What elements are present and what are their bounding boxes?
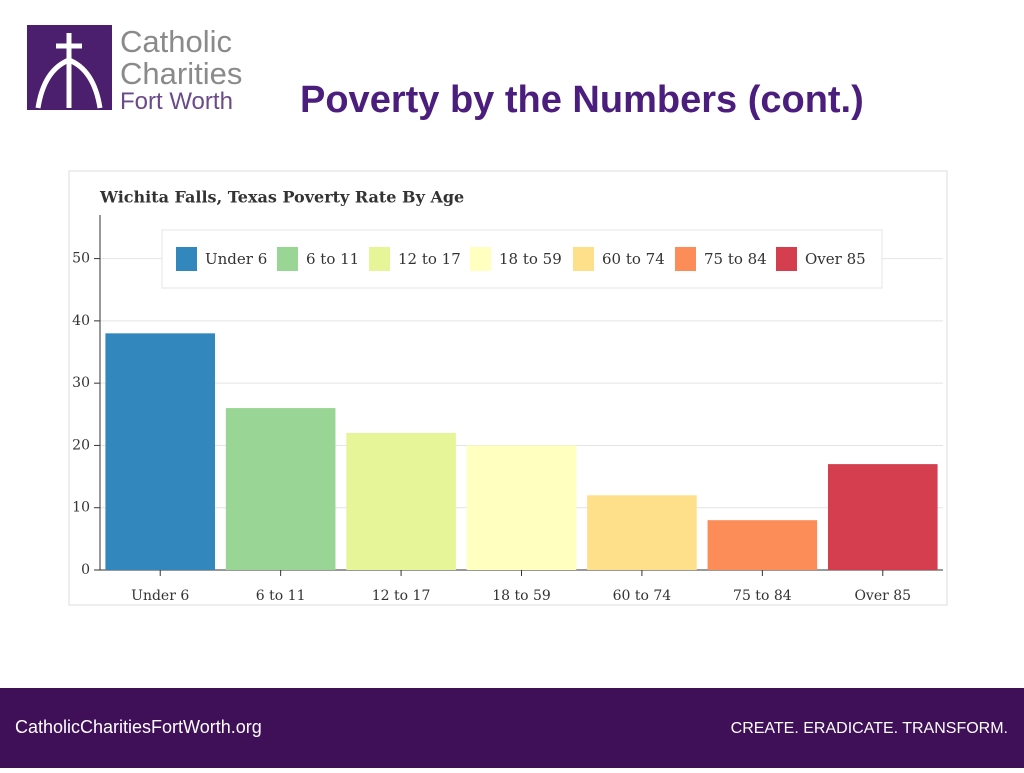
legend-label: 18 to 59	[499, 250, 562, 268]
y-tick-label: 30	[72, 375, 90, 391]
x-tick-label: 75 to 84	[733, 588, 792, 604]
x-tick-label: Over 85	[854, 588, 911, 604]
legend-swatch	[573, 247, 594, 271]
legend-swatch	[369, 247, 390, 271]
bar	[466, 445, 577, 570]
slide-title: Poverty by the Numbers (cont.)	[300, 79, 864, 121]
bar	[827, 464, 938, 570]
x-tick-label: 60 to 74	[613, 588, 672, 604]
legend-label: 6 to 11	[306, 250, 359, 268]
x-tick-label: 6 to 11	[256, 588, 306, 604]
bar	[346, 432, 456, 570]
y-tick-label: 10	[72, 500, 90, 516]
x-tick-label: 12 to 17	[372, 588, 431, 604]
y-tick-label: 40	[72, 313, 90, 329]
y-tick-label: 0	[81, 562, 90, 578]
x-tick-label: Under 6	[131, 588, 189, 604]
legend-swatch	[675, 247, 696, 271]
chart-title: Wichita Falls, Texas Poverty Rate By Age	[99, 188, 464, 207]
footer-website: CatholicCharitiesFortWorth.org	[15, 717, 262, 737]
chart: Wichita Falls, Texas Poverty Rate By Age…	[72, 188, 943, 604]
logo-icon	[35, 33, 103, 109]
legend-label: 60 to 74	[602, 250, 665, 268]
bar	[105, 333, 216, 570]
legend-swatch	[176, 247, 197, 271]
footer-band	[0, 688, 1024, 768]
legend-swatch	[776, 247, 797, 271]
bar	[587, 495, 697, 570]
legend-swatch	[470, 247, 491, 271]
y-tick-label: 20	[72, 437, 90, 453]
logo-text: Charities	[120, 56, 242, 91]
x-tick-label: 18 to 59	[492, 588, 551, 604]
legend-label: 75 to 84	[704, 250, 767, 268]
logo-text: Catholic	[120, 24, 232, 59]
legend-swatch	[277, 247, 298, 271]
legend-label: Under 6	[205, 250, 267, 268]
legend-label: Over 85	[805, 250, 866, 268]
footer-tagline: CREATE. ERADICATE. TRANSFORM.	[731, 720, 1008, 737]
legend-label: 12 to 17	[398, 250, 461, 268]
bar	[707, 520, 818, 570]
bar	[225, 408, 336, 570]
y-tick-label: 50	[72, 251, 90, 267]
logo-text: Fort Worth	[120, 88, 233, 115]
